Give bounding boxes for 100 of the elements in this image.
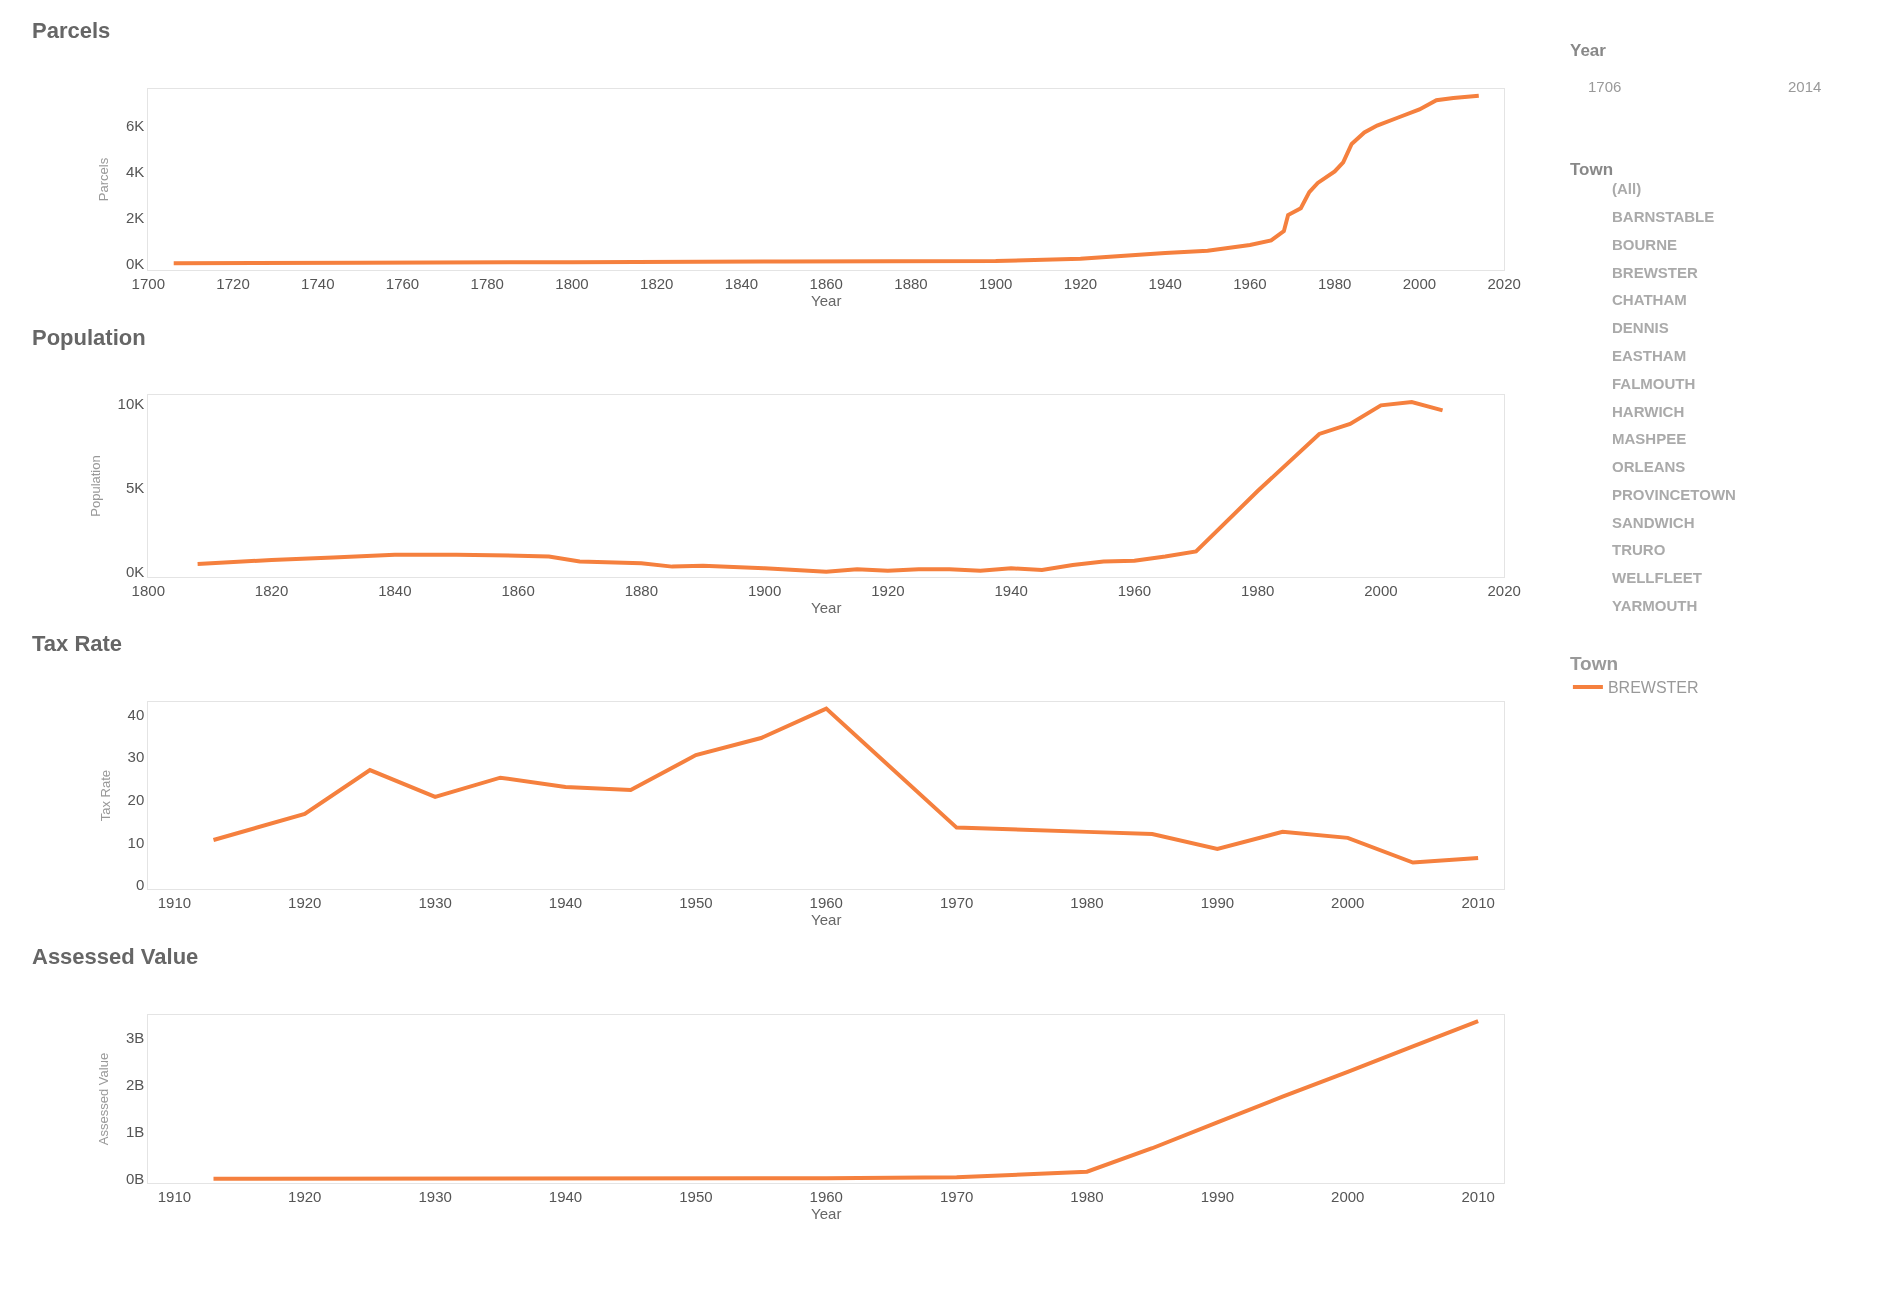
y-tick-label: 10 xyxy=(127,833,145,851)
x-tick-label: 1880 xyxy=(624,581,659,599)
x-tick-label: 1960 xyxy=(809,1188,843,1206)
x-tick-label: 1780 xyxy=(470,275,504,293)
y-axis-title: Population xyxy=(87,455,103,517)
x-tick-label: 1800 xyxy=(555,275,589,293)
x-tick-label: 1840 xyxy=(378,581,412,599)
text: BREWSTER xyxy=(1612,264,1698,281)
chart-title: Assessed Value xyxy=(32,944,199,969)
x-tick-label: 1820 xyxy=(254,581,289,599)
x-tick-label: 1760 xyxy=(385,275,420,293)
text: 1706 xyxy=(1588,78,1622,95)
text: BARNSTABLE xyxy=(1612,208,1715,225)
x-tick-label: 1800 xyxy=(131,581,165,599)
x-tick-label: 1900 xyxy=(979,275,1013,293)
y-tick-label: 30 xyxy=(127,748,145,766)
x-tick-label: 2020 xyxy=(1487,581,1521,599)
x-tick-label: 1970 xyxy=(939,894,974,912)
y-axis-title: Tax Rate xyxy=(97,769,113,822)
y-tick-label: 0K xyxy=(125,254,145,272)
y-tick-label: 1B xyxy=(125,1123,145,1141)
x-tick-label: 1740 xyxy=(301,275,335,293)
x-tick-label: 1950 xyxy=(679,1188,713,1206)
line-series xyxy=(195,400,1445,574)
text: BOURNE xyxy=(1612,236,1678,253)
x-tick-label: 2010 xyxy=(1461,894,1495,912)
x-tick-label: 1860 xyxy=(809,275,843,293)
x-tick-label: 1940 xyxy=(1148,275,1182,293)
x-tick-label: 1860 xyxy=(501,581,535,599)
x-tick-label: 1920 xyxy=(1063,275,1098,293)
line-series xyxy=(211,1019,1481,1181)
legend-label: BREWSTER xyxy=(1607,679,1699,697)
text: (All) xyxy=(1612,180,1642,197)
text: SANDWICH xyxy=(1612,514,1695,531)
x-tick-label: 1950 xyxy=(679,894,713,912)
y-tick-label: 5K xyxy=(125,478,145,496)
x-tick-label: 1940 xyxy=(548,894,583,912)
x-tick-label: 1960 xyxy=(1117,581,1152,599)
x-tick-label: 1820 xyxy=(640,275,674,293)
x-tick-label: 1990 xyxy=(1200,894,1235,912)
x-tick-label: 1840 xyxy=(724,275,759,293)
y-tick-label: 2K xyxy=(125,208,145,226)
x-tick-label: 1980 xyxy=(1070,1188,1104,1206)
x-tick-label: 1940 xyxy=(994,581,1028,599)
x-tick-label: 1980 xyxy=(1240,581,1275,599)
x-tick-label: 2020 xyxy=(1487,275,1521,293)
x-tick-label: 1720 xyxy=(216,275,250,293)
x-tick-label: 1910 xyxy=(157,1188,192,1206)
y-axis-title: Parcels xyxy=(95,157,111,202)
x-tick-label: 1900 xyxy=(747,581,782,599)
y-tick-label: 0 xyxy=(135,876,145,894)
y-tick-label: 3B xyxy=(125,1029,145,1047)
y-axis-title: Assessed Value xyxy=(95,1052,111,1146)
x-tick-label: 2000 xyxy=(1364,581,1398,599)
x-tick-label: 1700 xyxy=(131,275,165,293)
text: PROVINCETOWN xyxy=(1612,486,1736,503)
y-tick-label: 0K xyxy=(125,562,145,580)
chart-title: Population xyxy=(32,325,146,350)
x-tick-label: 1930 xyxy=(418,894,452,912)
x-axis-title: Year xyxy=(811,598,842,616)
x-tick-label: 1920 xyxy=(288,1188,322,1206)
text: HARWICH xyxy=(1612,403,1685,420)
chart-title: Parcels xyxy=(32,18,111,43)
x-axis-title: Year xyxy=(811,911,842,929)
y-tick-label: 0B xyxy=(125,1169,145,1187)
text: TRURO xyxy=(1612,541,1666,558)
text: ORLEANS xyxy=(1612,458,1686,475)
y-tick-label: 20 xyxy=(127,791,145,809)
chart-title: Tax Rate xyxy=(32,631,123,656)
text: DENNIS xyxy=(1612,319,1669,336)
line-series xyxy=(211,706,1481,865)
x-tick-label: 1980 xyxy=(1070,894,1104,912)
text: 2014 xyxy=(1788,78,1822,95)
x-axis-title: Year xyxy=(811,1205,842,1223)
x-tick-label: 1880 xyxy=(894,275,928,293)
x-tick-label: 2010 xyxy=(1461,1188,1495,1206)
text: Town xyxy=(1570,160,1614,179)
x-tick-label: 2000 xyxy=(1331,1188,1365,1206)
x-tick-label: 1960 xyxy=(1233,275,1267,293)
x-tick-label: 1920 xyxy=(871,581,905,599)
x-tick-label: 1980 xyxy=(1318,275,1352,293)
x-tick-label: 2000 xyxy=(1331,894,1365,912)
text: YARMOUTH xyxy=(1612,597,1698,614)
y-tick-label: 2B xyxy=(125,1076,145,1094)
y-tick-label: 40 xyxy=(127,705,145,723)
text: Year xyxy=(1570,41,1607,60)
x-tick-label: 1940 xyxy=(548,1188,583,1206)
text: MASHPEE xyxy=(1612,430,1687,447)
x-axis-title: Year xyxy=(811,292,842,310)
x-tick-label: 1910 xyxy=(157,894,192,912)
text: FALMOUTH xyxy=(1612,375,1696,392)
text: CHATHAM xyxy=(1612,291,1687,308)
y-tick-label: 4K xyxy=(125,162,145,180)
x-tick-label: 2000 xyxy=(1402,275,1437,293)
x-tick-label: 1990 xyxy=(1200,1188,1235,1206)
y-tick-label: 6K xyxy=(125,116,145,134)
x-tick-label: 1960 xyxy=(809,894,843,912)
line-series xyxy=(171,93,1481,266)
x-tick-label: 1920 xyxy=(288,894,322,912)
x-tick-label: 1930 xyxy=(418,1188,452,1206)
